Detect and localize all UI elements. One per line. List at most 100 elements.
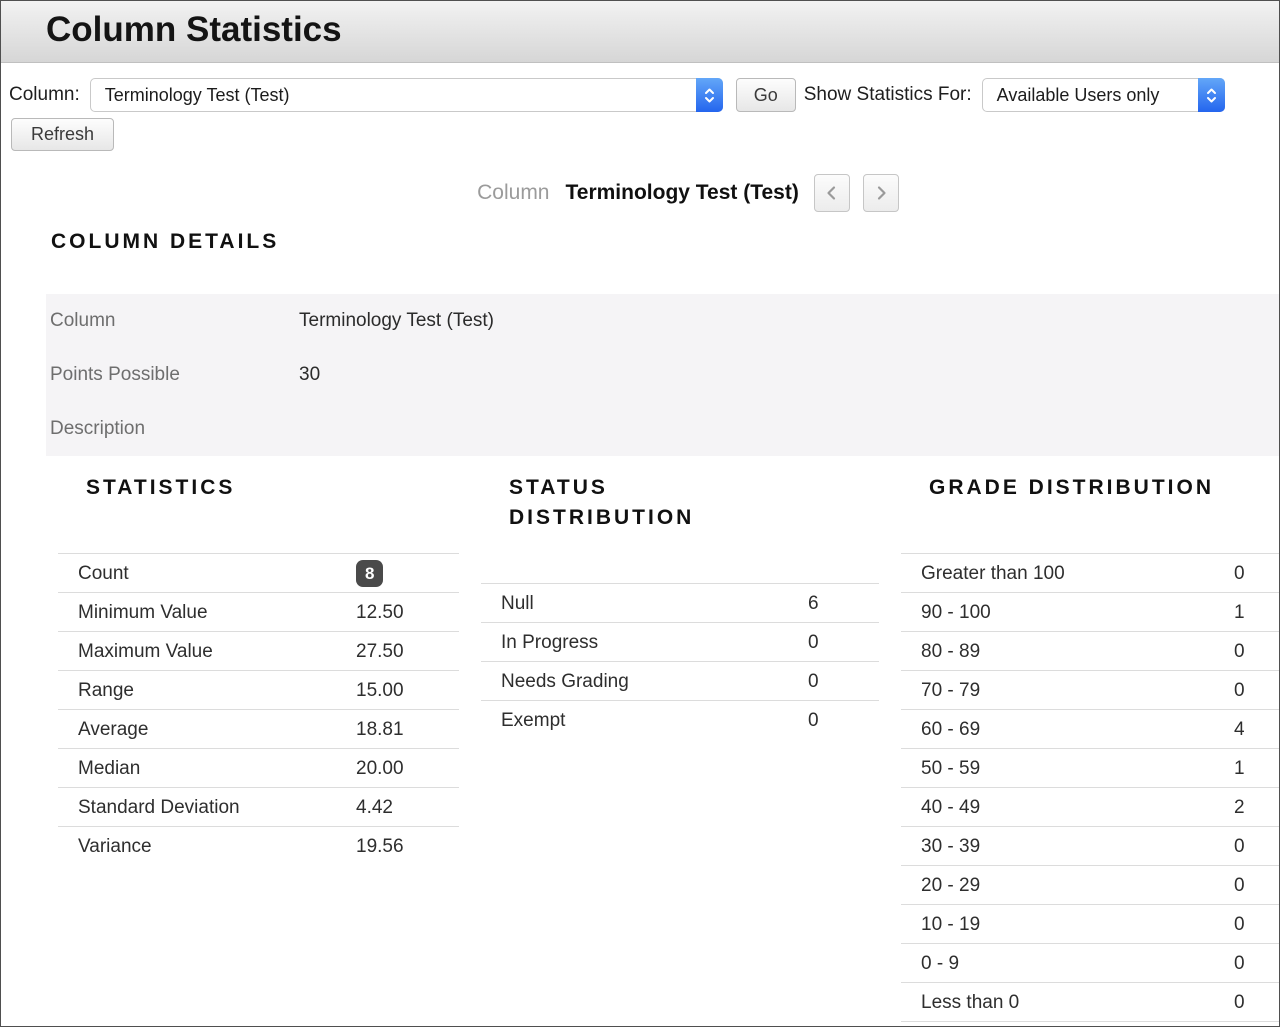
stat-value: 18.81 <box>356 719 404 740</box>
status-label: In Progress <box>501 632 599 653</box>
table-row: 30 - 39 0 <box>901 826 1279 865</box>
grade-range-label: 20 - 29 <box>921 875 981 896</box>
table-row: Standard Deviation 4.42 <box>58 787 459 826</box>
grade-range-label: 70 - 79 <box>921 680 981 701</box>
table-row: Exempt 0 <box>481 700 879 739</box>
detail-value: Terminology Test (Test) <box>299 310 494 331</box>
grade-range-value: 0 <box>1234 680 1245 701</box>
status-distribution-heading: STATUS DISTRIBUTION <box>509 476 695 529</box>
title-bar: Column Statistics <box>1 1 1279 63</box>
detail-row-description: Description <box>46 402 1279 456</box>
grade-range-label: 10 - 19 <box>921 914 981 935</box>
go-button[interactable]: Go <box>735 78 796 112</box>
table-row: 0 - 9 0 <box>901 943 1279 982</box>
grade-range-label: 50 - 59 <box>921 758 981 779</box>
detail-label: Points Possible <box>50 364 180 385</box>
table-row: 40 - 49 2 <box>901 787 1279 826</box>
table-row: Count 8 <box>58 553 459 592</box>
show-statistics-for-value: Available Users only <box>996 84 1160 105</box>
detail-row-points-possible: Points Possible 30 <box>46 348 1279 402</box>
table-row: Minimum Value 12.50 <box>58 592 459 631</box>
previous-column-button[interactable] <box>813 174 850 212</box>
table-row: Null 6 <box>481 583 879 622</box>
chevron-left-icon <box>823 183 841 203</box>
status-value: 0 <box>808 632 819 653</box>
toolbar: Column: Terminology Test (Test) Go Show … <box>1 63 1279 151</box>
table-row: 80 - 89 0 <box>901 631 1279 670</box>
table-row: Median 20.00 <box>58 748 459 787</box>
grade-range-label: Less than 0 <box>921 992 1020 1013</box>
stat-label: Average <box>78 719 149 740</box>
show-statistics-for-select[interactable]: Available Users only <box>981 78 1225 112</box>
column-nav: Column Terminology Test (Test) <box>49 174 1279 212</box>
grade-range-value: 0 <box>1234 641 1245 662</box>
grade-distribution-heading: GRADE DISTRIBUTION <box>929 476 1214 499</box>
status-distribution-section: STATUS DISTRIBUTION Null 6 In Progress 0… <box>481 473 879 1022</box>
table-row: Range 15.00 <box>58 670 459 709</box>
stat-label: Variance <box>78 836 152 857</box>
stat-value: 20.00 <box>356 758 404 779</box>
column-select[interactable]: Terminology Test (Test) <box>89 78 723 112</box>
table-row: Needs Grading 0 <box>481 661 879 700</box>
grade-range-value: 2 <box>1234 797 1245 818</box>
column-select-label: Column: <box>9 84 80 105</box>
status-label: Null <box>501 593 534 614</box>
detail-label: Description <box>50 418 146 439</box>
grade-range-value: 1 <box>1234 758 1245 779</box>
status-value: 0 <box>808 671 819 692</box>
table-row: 10 - 19 0 <box>901 904 1279 943</box>
count-badge: 8 <box>356 560 384 587</box>
table-row: Variance 19.56 <box>58 826 459 865</box>
grade-range-label: Greater than 100 <box>921 563 1065 584</box>
grade-range-value: 0 <box>1234 563 1245 584</box>
stat-label: Standard Deviation <box>78 797 240 818</box>
page-title: Column Statistics <box>46 10 342 49</box>
status-distribution-table: Null 6 In Progress 0 Needs Grading 0 Exe… <box>481 583 879 739</box>
status-label: Needs Grading <box>501 671 629 692</box>
stat-value: 4.42 <box>356 797 393 818</box>
grade-range-label: 30 - 39 <box>921 836 981 857</box>
statistics-table: Count 8 Minimum Value 12.50 Maximum Valu… <box>58 553 459 865</box>
grade-range-value: 0 <box>1234 914 1245 935</box>
chevron-right-icon <box>872 183 890 203</box>
grade-range-label: 40 - 49 <box>921 797 981 818</box>
distribution-columns: STATISTICS Count 8 Minimum Value 12.50 M… <box>1 473 1279 1022</box>
detail-value: 30 <box>299 364 321 385</box>
stat-value: 19.56 <box>356 836 404 857</box>
grade-range-value: 0 <box>1234 953 1245 974</box>
grade-distribution-section: GRADE DISTRIBUTION Greater than 100 0 90… <box>901 473 1279 1022</box>
detail-label: Column <box>50 310 116 331</box>
grade-range-value: 0 <box>1234 992 1245 1013</box>
select-stepper-icon <box>1197 78 1225 112</box>
stat-value: 12.50 <box>356 602 404 623</box>
toolbar-row-1: Column: Terminology Test (Test) Go Show … <box>1 63 1279 112</box>
stat-value: 15.00 <box>356 680 404 701</box>
table-row: 20 - 29 0 <box>901 865 1279 904</box>
column-details-panel: Column Terminology Test (Test) Points Po… <box>46 294 1279 456</box>
stat-label: Maximum Value <box>78 641 213 662</box>
grade-range-label: 90 - 100 <box>921 602 991 623</box>
statistics-section: STATISTICS Count 8 Minimum Value 12.50 M… <box>58 473 459 1022</box>
column-nav-prefix: Column <box>477 181 550 204</box>
refresh-button[interactable]: Refresh <box>11 118 114 151</box>
table-row: 60 - 69 4 <box>901 709 1279 748</box>
status-value: 6 <box>808 593 819 614</box>
grade-distribution-table: Greater than 100 0 90 - 100 1 80 - 89 0 … <box>901 553 1279 1022</box>
column-details-heading: COLUMN DETAILS <box>51 230 280 253</box>
table-row: Maximum Value 27.50 <box>58 631 459 670</box>
column-select-value: Terminology Test (Test) <box>104 84 290 105</box>
grade-range-value: 0 <box>1234 836 1245 857</box>
stat-value: 27.50 <box>356 641 404 662</box>
show-statistics-for-label: Show Statistics For: <box>803 84 972 105</box>
table-row: Average 18.81 <box>58 709 459 748</box>
next-column-button[interactable] <box>862 174 899 212</box>
select-stepper-icon <box>695 78 723 112</box>
stat-label: Median <box>78 758 141 779</box>
stat-label: Range <box>78 680 134 701</box>
stat-label: Count <box>78 563 129 584</box>
grade-range-value: 1 <box>1234 602 1245 623</box>
statistics-heading: STATISTICS <box>86 476 236 499</box>
detail-row-column: Column Terminology Test (Test) <box>46 294 1279 348</box>
table-row: 50 - 59 1 <box>901 748 1279 787</box>
status-value: 0 <box>808 710 819 731</box>
